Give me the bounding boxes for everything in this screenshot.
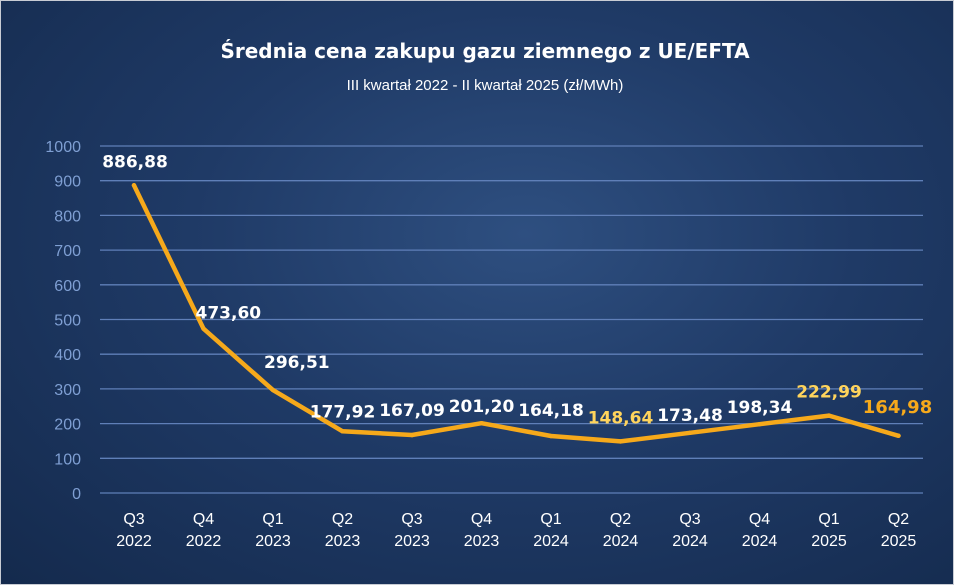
data-point (757, 421, 762, 427)
y-tick-label: 800 (54, 208, 81, 225)
data-point (618, 439, 623, 444)
data-point (270, 387, 276, 393)
y-tick-label: 0 (72, 486, 81, 503)
y-tick-label: 300 (54, 382, 81, 399)
y-tick-label: 500 (54, 313, 81, 330)
data-label: 201,20 (449, 397, 515, 417)
data-point (479, 420, 484, 426)
y-tick-label: 400 (54, 347, 81, 364)
data-point (548, 433, 554, 439)
data-label: 148,64 (588, 408, 654, 428)
x-tick-label: Q3 2024 (672, 511, 708, 550)
x-tick-label: Q3 2023 (394, 511, 430, 550)
y-tick-label: 1000 (45, 139, 81, 156)
series-line (131, 183, 901, 444)
x-tick-label: Q3 2022 (116, 511, 152, 550)
data-label: 167,09 (379, 401, 445, 421)
data-label: 886,88 (102, 152, 168, 172)
data-label: 198,34 (727, 398, 793, 418)
x-tick-label: Q4 2023 (464, 511, 500, 550)
data-label: 173,48 (657, 406, 723, 426)
y-tick-label: 600 (54, 278, 81, 295)
data-label: 164,98 (863, 397, 932, 418)
chart-subtitle: III kwartał 2022 - II kwartał 2025 (zł/M… (346, 77, 624, 94)
data-point (409, 432, 415, 438)
data-label: 296,51 (264, 353, 330, 373)
y-tick-label: 100 (54, 451, 81, 468)
data-label: 177,92 (310, 402, 376, 422)
y-tick-label: 700 (54, 243, 81, 260)
data-point (131, 183, 137, 188)
y-tick-label: 200 (54, 417, 81, 434)
data-point (201, 326, 206, 331)
y-tick-label: 900 (54, 174, 81, 191)
x-tick-label: Q4 2022 (186, 511, 222, 550)
data-point (896, 433, 901, 438)
data-point (687, 430, 693, 436)
x-tick-label: Q2 2024 (603, 511, 639, 550)
x-tick-label: Q4 2024 (742, 511, 778, 550)
data-point (826, 413, 832, 418)
data-label: 222,99 (796, 383, 862, 403)
x-tick-label: Q1 2024 (533, 511, 569, 550)
x-tick-label: Q1 2023 (255, 511, 291, 550)
chart-title: Średnia cena zakupu gazu ziemnego z UE/E… (220, 39, 750, 63)
x-tick-label: Q2 2023 (325, 511, 361, 550)
data-label: 473,60 (196, 304, 262, 324)
data-point (340, 429, 345, 434)
x-tick-label: Q1 2025 (811, 511, 847, 550)
data-label: 164,18 (518, 401, 584, 421)
x-tick-label: Q2 2025 (881, 511, 917, 550)
